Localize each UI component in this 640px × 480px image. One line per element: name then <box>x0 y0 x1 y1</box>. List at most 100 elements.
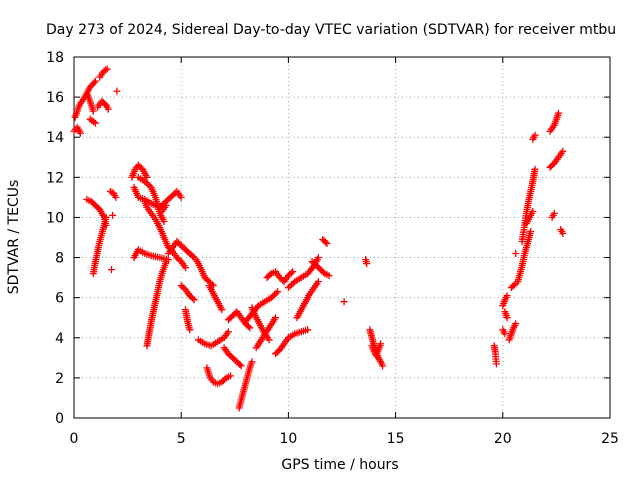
data-point <box>512 320 520 328</box>
data-point <box>265 336 273 344</box>
data-point <box>377 340 385 348</box>
data-point <box>162 201 170 209</box>
y-tick-label: 0 <box>55 411 64 427</box>
x-tick-label: 0 <box>70 431 79 447</box>
data-point <box>248 358 256 366</box>
data-point <box>89 107 97 115</box>
data-point <box>289 279 297 287</box>
data-point <box>177 193 185 201</box>
data-point <box>314 278 322 286</box>
data-point <box>227 372 234 380</box>
y-tick-labels: 0 2 4 6 8 10 12 14 16 18 <box>46 50 64 427</box>
data-point <box>503 314 511 322</box>
data-point <box>266 271 274 279</box>
y-tick-label: 4 <box>55 331 64 347</box>
y-tick-label: 10 <box>46 210 64 226</box>
y-tick-label: 6 <box>55 291 64 307</box>
data-point <box>529 207 537 215</box>
data-point <box>304 326 312 334</box>
chart-title: Day 273 of 2024, Sidereal Day-to-day VTE… <box>46 22 616 38</box>
data-point <box>289 268 297 276</box>
data-point <box>284 284 292 292</box>
data-point <box>323 240 331 247</box>
data-point <box>109 211 117 219</box>
data-point <box>340 298 348 306</box>
y-tick-label: 14 <box>46 130 64 146</box>
x-tick-label: 5 <box>177 431 186 447</box>
x-tick-labels: 0 5 10 15 20 25 <box>70 431 619 447</box>
data-point <box>224 328 232 336</box>
data-point <box>269 292 277 300</box>
data-point <box>144 180 152 188</box>
data-point <box>527 228 535 235</box>
data-point <box>550 209 558 217</box>
data-point <box>272 289 280 297</box>
data-point <box>363 260 371 268</box>
data-point <box>104 105 112 113</box>
data-points <box>70 65 567 412</box>
x-tick-label: 20 <box>494 431 512 447</box>
data-point <box>288 281 296 289</box>
data-point <box>91 77 99 85</box>
x-axis-title: GPS time / hours <box>281 457 398 473</box>
data-point <box>142 179 150 187</box>
data-point <box>512 250 520 257</box>
data-point <box>76 129 84 137</box>
data-point <box>271 291 278 299</box>
data-point <box>272 314 279 322</box>
x-tick-label: 10 <box>279 431 297 447</box>
data-point <box>91 119 99 127</box>
y-tick-label: 16 <box>46 90 64 106</box>
data-point <box>531 131 539 139</box>
data-point <box>319 268 327 276</box>
data-point <box>237 362 245 370</box>
data-point <box>274 288 282 296</box>
x-tick-label: 25 <box>601 431 619 447</box>
data-point <box>218 306 226 314</box>
y-tick-label: 12 <box>46 170 64 186</box>
data-point <box>170 190 178 198</box>
data-point <box>559 147 567 155</box>
data-point <box>102 213 110 221</box>
data-point <box>559 230 567 237</box>
data-point <box>160 218 168 225</box>
data-point <box>314 254 322 262</box>
data-point <box>113 87 121 95</box>
data-point <box>190 296 198 304</box>
data-point <box>287 269 295 277</box>
data-point <box>103 65 111 73</box>
data-point <box>492 360 500 368</box>
data-point <box>189 252 197 260</box>
data-point <box>90 79 98 87</box>
y-axis-title: SDTVAR / TECUs <box>6 180 22 295</box>
data-point <box>286 282 294 290</box>
data-point <box>102 66 110 74</box>
data-point <box>141 177 149 185</box>
data-point <box>510 281 518 289</box>
data-point <box>182 264 189 272</box>
data-point <box>162 258 170 266</box>
data-point <box>167 193 174 201</box>
data-point <box>112 193 120 201</box>
grid-lines <box>74 57 610 418</box>
data-point <box>555 109 562 117</box>
data-point <box>165 195 173 203</box>
data-point <box>503 292 511 300</box>
data-point <box>501 330 509 338</box>
data-point <box>189 294 197 302</box>
y-tick-label: 2 <box>55 371 64 387</box>
data-point <box>531 165 539 173</box>
axis-ticks <box>73 56 611 419</box>
data-point <box>236 361 244 368</box>
y-tick-label: 8 <box>55 251 64 267</box>
data-point <box>163 196 171 204</box>
y-tick-label: 18 <box>46 50 64 66</box>
data-point <box>244 322 252 330</box>
plot-frame <box>73 56 611 419</box>
data-point <box>108 266 115 274</box>
data-point <box>168 192 176 200</box>
data-point <box>322 238 330 246</box>
data-point <box>325 272 333 280</box>
data-point <box>246 324 254 332</box>
